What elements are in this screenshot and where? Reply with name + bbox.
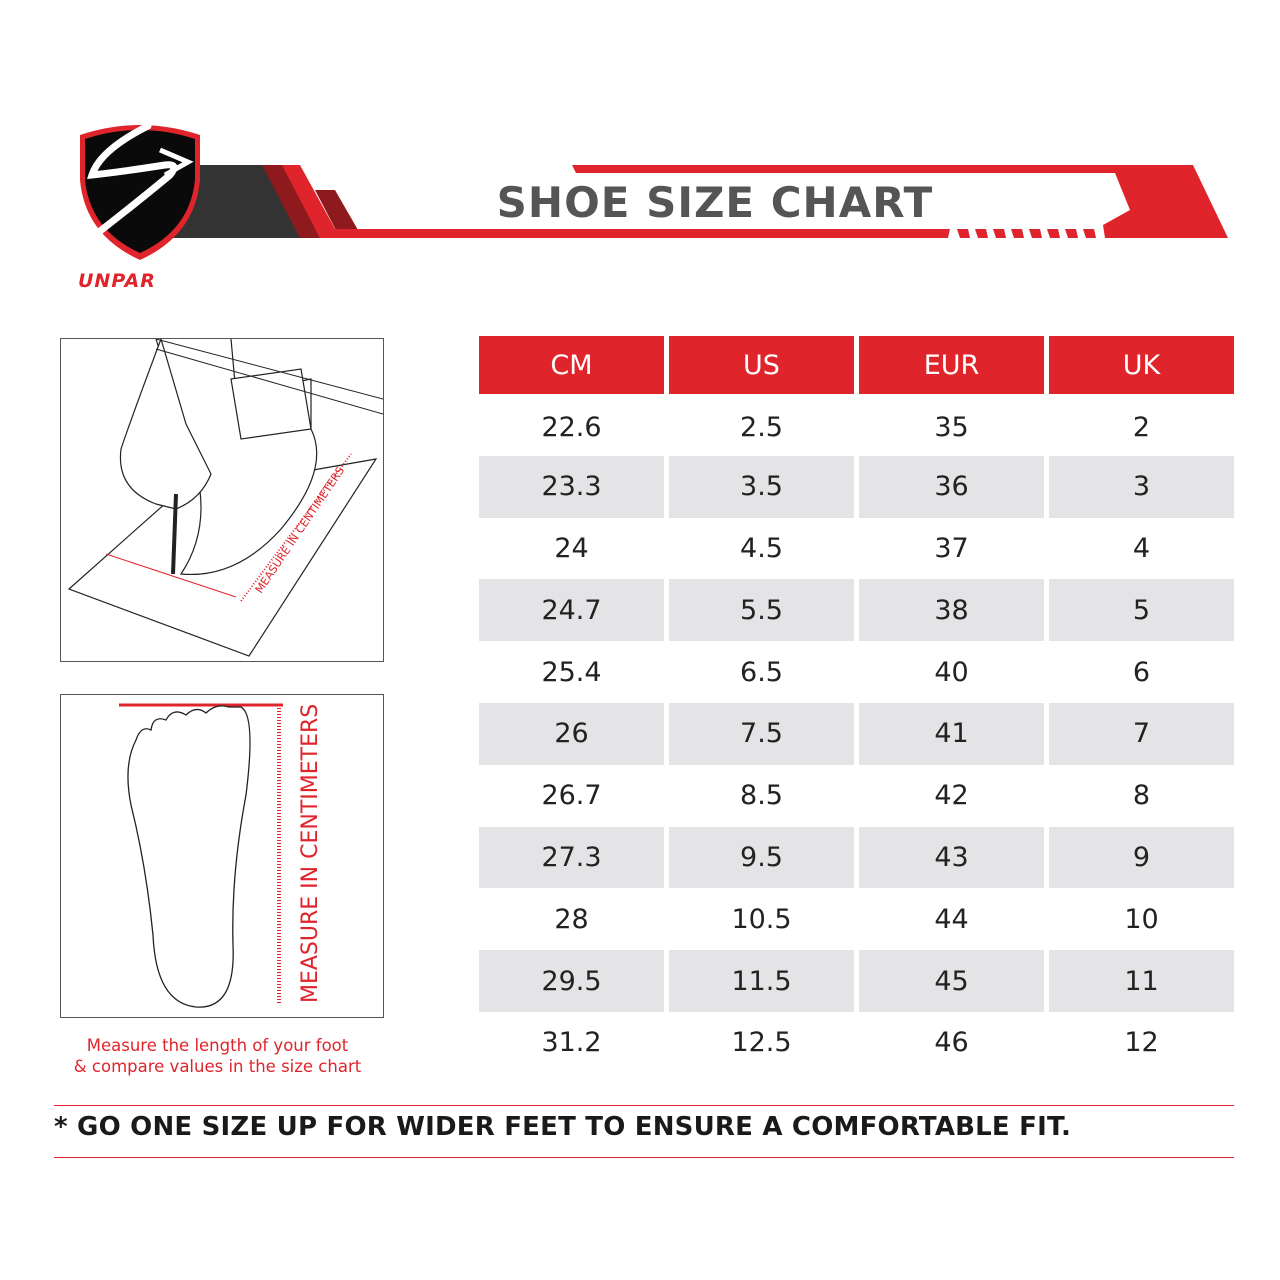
table-cell-us: 4.5 — [740, 532, 783, 564]
table-row: 25.4 6.5 40 6 — [479, 641, 1234, 703]
fit-note: * GO ONE SIZE UP FOR WIDER FEET TO ENSUR… — [54, 1112, 1072, 1142]
table-cell-uk: 9 — [1049, 826, 1234, 889]
banner-bottom-stripe — [315, 229, 950, 238]
table-cell-cm: 25.4 — [541, 656, 602, 688]
table-cell-us: 5.5 — [669, 579, 854, 642]
table-cell-cm: 26.7 — [541, 780, 602, 812]
table-cell-us: 9.5 — [669, 826, 854, 889]
table-row: 26 7.5 41 7 — [479, 702, 1234, 765]
table-cell-us: 3.5 — [669, 455, 854, 518]
table-cell-cm: 28 — [554, 903, 589, 935]
foot-outline-illustration: MEASURE IN CENTIMETERS — [60, 694, 384, 1018]
table-row: 23.3 3.5 36 3 — [479, 455, 1234, 518]
table-cell-eur: 45 — [859, 950, 1044, 1012]
table-cell-eur: 46 — [934, 1027, 969, 1059]
page-title: SHOE SIZE CHART — [496, 178, 934, 227]
table-cell-eur: 42 — [934, 780, 969, 812]
table-cell-uk: 10 — [1124, 903, 1159, 935]
table-cell-uk: 8 — [1132, 780, 1151, 812]
table-cell-uk: 3 — [1049, 455, 1234, 518]
table-cell-uk: 6 — [1132, 656, 1151, 688]
table-cell-cm: 31.2 — [541, 1027, 602, 1059]
header-banner — [80, 122, 1228, 260]
table-row: 31.2 12.5 46 12 — [479, 1012, 1234, 1074]
table-cell-uk: 4 — [1132, 532, 1151, 564]
table-row: 24.7 5.5 38 5 — [479, 579, 1234, 642]
table-cell-eur: 35 — [934, 411, 969, 443]
banner-top-stripe — [572, 165, 1228, 238]
table-cell-cm: 29.5 — [479, 950, 664, 1012]
column-header-us: US — [669, 336, 854, 394]
table-cell-eur: 36 — [859, 455, 1044, 518]
table-cell-us: 2.5 — [740, 411, 783, 443]
table-cell-us: 12.5 — [731, 1027, 792, 1059]
table-cell-us: 11.5 — [669, 950, 854, 1012]
table-cell-cm: 24 — [554, 532, 589, 564]
column-header-cm: CM — [479, 336, 664, 394]
column-header-eur: EUR — [859, 336, 1044, 394]
table-row: 27.3 9.5 43 9 — [479, 826, 1234, 889]
table-header-row: CM US EUR UK — [479, 336, 1234, 394]
size-table: CM US EUR UK 22.6 2.5 35 2 23.3 3.5 36 3 24 4.5 37… — [474, 336, 1239, 1074]
table-cell-us: 10.5 — [731, 903, 792, 935]
table-cell-uk: 2 — [1132, 411, 1151, 443]
caption-line-1: Measure the length of your foot — [86, 1036, 349, 1055]
table-cell-cm: 23.3 — [479, 455, 664, 518]
table-cell-eur: 41 — [859, 702, 1044, 765]
divider-bottom — [54, 1157, 1234, 1158]
table-row: 22.6 2.5 35 2 — [479, 394, 1234, 456]
table-cell-us: 7.5 — [669, 702, 854, 765]
table-cell-us: 6.5 — [740, 656, 783, 688]
table-row: 24 4.5 37 4 — [479, 518, 1234, 580]
measure-caption: Measure the length of your foot & compar… — [40, 1035, 395, 1077]
table-cell-cm: 24.7 — [479, 579, 664, 642]
table-cell-us: 8.5 — [740, 780, 783, 812]
table-row: 26.7 8.5 42 8 — [479, 765, 1234, 827]
measure-label-bottom: MEASURE IN CENTIMETERS — [298, 704, 323, 1003]
banner-dashes — [957, 229, 1096, 238]
table-cell-eur: 40 — [934, 656, 969, 688]
table-cell-uk: 12 — [1124, 1027, 1159, 1059]
table-cell-cm: 27.3 — [479, 826, 664, 889]
table-cell-cm: 26 — [479, 702, 664, 765]
table-row: 29.5 11.5 45 11 — [479, 950, 1234, 1012]
table-cell-eur: 44 — [934, 903, 969, 935]
divider-top — [54, 1105, 1234, 1106]
table-cell-eur: 43 — [859, 826, 1044, 889]
brand-name: UNPAR — [78, 270, 156, 292]
foot-tracing-illustration: MEASURE IN CENTIMETERS — [60, 338, 384, 662]
table-cell-uk: 11 — [1049, 950, 1234, 1012]
table-row: 28 10.5 44 10 — [479, 888, 1234, 950]
table-cell-uk: 7 — [1049, 702, 1234, 765]
table-cell-uk: 5 — [1049, 579, 1234, 642]
table-cell-cm: 22.6 — [541, 411, 602, 443]
table-cell-eur: 38 — [859, 579, 1044, 642]
column-header-uk: UK — [1049, 336, 1234, 394]
table-cell-eur: 37 — [934, 532, 969, 564]
brand-shield-logo — [80, 122, 200, 260]
caption-line-2: & compare values in the size chart — [73, 1057, 362, 1076]
